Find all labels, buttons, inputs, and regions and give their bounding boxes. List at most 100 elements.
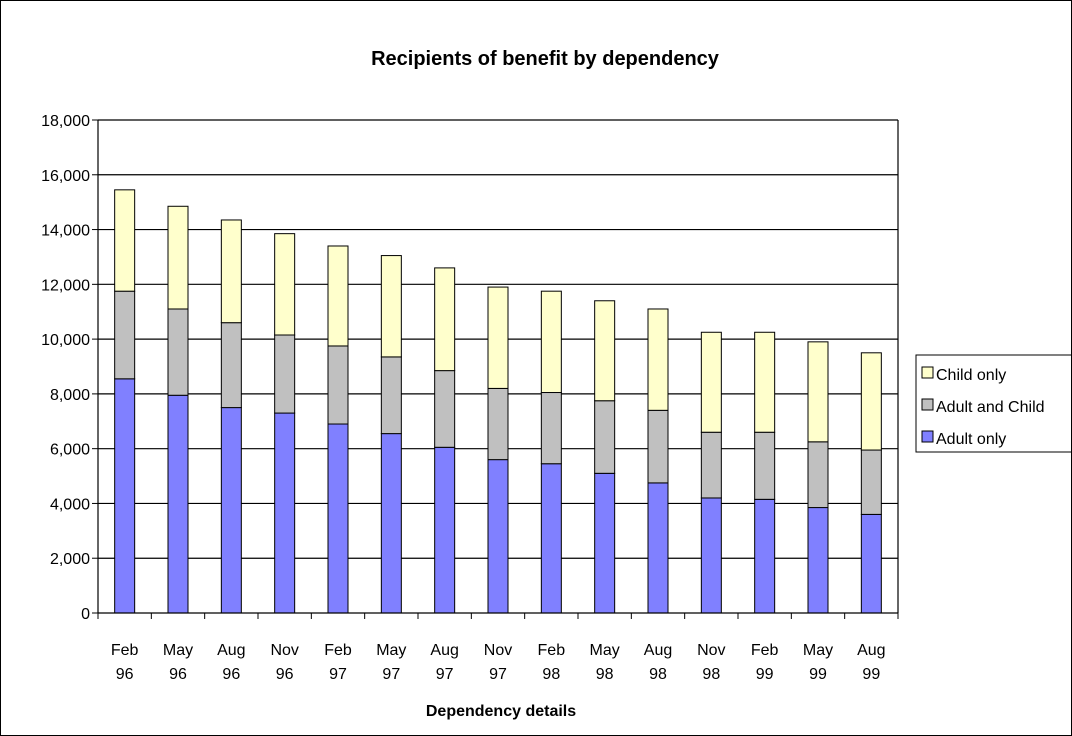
- bar-segment-adult-and-child: [487, 387, 509, 461]
- bar-segment-adult-only: [220, 407, 242, 614]
- bar-segment-child-only: [860, 352, 882, 451]
- bars: [114, 189, 882, 614]
- y-tick-label: 2,000: [50, 551, 90, 568]
- bar-segment-child-only: [327, 245, 349, 347]
- y-tick-label: 14,000: [41, 223, 90, 240]
- bar-segment-child-only: [540, 290, 562, 394]
- x-tick-label: Feb: [538, 642, 566, 659]
- bar-segment-child-only: [754, 331, 776, 433]
- bar-segment-adult-and-child: [274, 334, 296, 414]
- x-tick-label: 98: [702, 666, 720, 683]
- x-tick-label: Aug: [430, 642, 458, 659]
- x-tick-label: May: [376, 642, 406, 659]
- x-tick-label: 99: [809, 666, 827, 683]
- bar-segment-child-only: [434, 267, 456, 372]
- y-tick-label: 4,000: [50, 496, 90, 513]
- bar-segment-adult-and-child: [860, 449, 882, 515]
- x-tick-label: 98: [596, 666, 614, 683]
- legend-box: [915, 354, 1071, 453]
- bar-segment-adult-and-child: [647, 409, 669, 484]
- legend-label: Adult and Child: [936, 399, 1045, 416]
- axes: [97, 120, 899, 619]
- bar-segment-adult-only: [860, 513, 882, 614]
- bar-segment-child-only: [594, 300, 616, 402]
- x-tick-label: Feb: [751, 642, 779, 659]
- bar-segment-child-only: [167, 205, 189, 310]
- x-tick-labels: Feb 96 May 96 Aug 96 Nov 96 Feb 97 May 97 Aug 97 Nov 97…: [111, 642, 886, 683]
- bar-segment-adult-and-child: [114, 290, 136, 380]
- y-tick-labels: 0 2,000 4,000 6,000 8,000 10,000 12,000 14,000 1…: [41, 113, 98, 623]
- x-tick-label: Nov: [484, 642, 512, 659]
- legend-label: Child only: [936, 367, 1006, 384]
- x-tick-label: May: [163, 642, 193, 659]
- x-tick-label: 97: [382, 666, 400, 683]
- y-tick-label: 6,000: [50, 442, 90, 459]
- x-tick-label: Aug: [857, 642, 885, 659]
- bar-segment-adult-only: [380, 433, 402, 614]
- bar-segment-child-only: [807, 341, 829, 443]
- x-tick-label: 98: [542, 666, 560, 683]
- bar-segment-adult-and-child: [540, 392, 562, 465]
- bar-segment-adult-only: [540, 463, 562, 614]
- legend: Child only Adult and Child Adult only: [915, 354, 1071, 453]
- bar-segment-adult-only: [700, 497, 722, 614]
- y-tick-label: 12,000: [41, 277, 90, 294]
- bar-segment-adult-only: [647, 482, 669, 614]
- bar-segment-adult-only: [754, 498, 776, 614]
- x-tick-label: 96: [169, 666, 187, 683]
- x-tick-label: May: [590, 642, 620, 659]
- legend-swatch: [921, 398, 934, 411]
- bar-segment-adult-only: [434, 446, 456, 614]
- x-tick-label: Nov: [270, 642, 298, 659]
- x-tick-label: Nov: [697, 642, 725, 659]
- x-tick-label: 96: [276, 666, 294, 683]
- chart-title: Recipients of benefit by dependency: [371, 48, 720, 70]
- legend-label: Adult only: [936, 431, 1006, 448]
- x-tick-label: Feb: [111, 642, 139, 659]
- x-tick-label: May: [803, 642, 833, 659]
- bar-segment-child-only: [114, 189, 136, 292]
- bar-segment-adult-and-child: [167, 308, 189, 396]
- y-tick-label: 16,000: [41, 168, 90, 185]
- bar-segment-adult-and-child: [700, 431, 722, 499]
- x-tick-label: 97: [489, 666, 507, 683]
- legend-swatch: [921, 366, 934, 379]
- y-tick-label: 0: [81, 606, 90, 623]
- x-tick-label: 99: [862, 666, 880, 683]
- bar-segment-adult-only: [807, 507, 829, 614]
- x-tick-label: Aug: [217, 642, 245, 659]
- bar-segment-adult-only: [274, 412, 296, 614]
- bar-segment-child-only: [220, 219, 242, 324]
- bar-segment-adult-and-child: [220, 322, 242, 409]
- bar-segment-adult-and-child: [754, 431, 776, 500]
- x-tick-label: 99: [756, 666, 774, 683]
- legend-swatch: [921, 430, 934, 443]
- x-tick-label: 98: [649, 666, 667, 683]
- bar-segment-adult-and-child: [327, 345, 349, 425]
- y-tick-label: 8,000: [50, 387, 90, 404]
- bar-segment-child-only: [380, 255, 402, 358]
- x-tick-label: Aug: [644, 642, 672, 659]
- bar-segment-adult-only: [167, 394, 189, 614]
- x-tick-label: 96: [116, 666, 134, 683]
- y-tick-label: 10,000: [41, 332, 90, 349]
- bar-segment-adult-and-child: [807, 441, 829, 509]
- bar-segment-adult-only: [327, 423, 349, 614]
- bar-segment-child-only: [700, 331, 722, 433]
- bar-segment-adult-only: [487, 459, 509, 614]
- x-tick-label: 97: [436, 666, 454, 683]
- bar-segment-adult-and-child: [380, 356, 402, 435]
- bar-segment-child-only: [647, 308, 669, 411]
- bar-segment-child-only: [274, 233, 296, 336]
- bar-segment-adult-only: [594, 472, 616, 614]
- x-axis-title: Dependency details: [426, 703, 576, 720]
- bar-segment-child-only: [487, 286, 509, 389]
- bar-segment-adult-only: [114, 378, 136, 614]
- x-tick-label: 96: [222, 666, 240, 683]
- x-tick-label: 97: [329, 666, 347, 683]
- x-tick-label: Feb: [324, 642, 352, 659]
- bar-segment-adult-and-child: [434, 370, 456, 448]
- y-tick-label: 18,000: [41, 113, 90, 130]
